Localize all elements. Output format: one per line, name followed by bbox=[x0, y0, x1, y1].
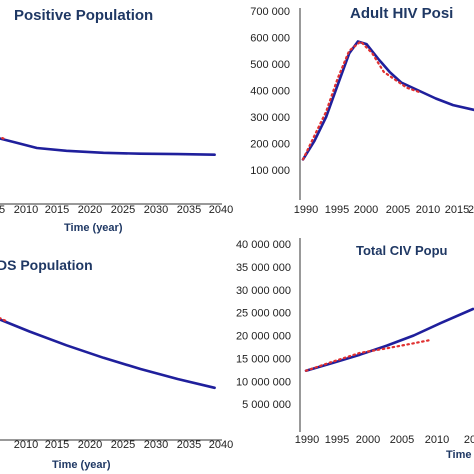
y-tick-label: 30 000 000 bbox=[236, 285, 291, 297]
y-tick-label: 300 000 bbox=[250, 112, 290, 124]
x-tick-label: 1995 bbox=[325, 434, 349, 446]
x-tick-label: 2005 bbox=[386, 204, 410, 216]
x-tick-label: 2000 bbox=[354, 204, 378, 216]
series-observed-line bbox=[301, 40, 420, 161]
series-model-line bbox=[301, 40, 474, 161]
x-tick-label: 2020 bbox=[78, 439, 102, 451]
chart-title: Positive Population bbox=[14, 7, 153, 24]
y-tick-label: 35 000 000 bbox=[236, 262, 291, 274]
y-tick-label: 500 000 bbox=[250, 59, 290, 71]
y-tick-label: 700 000 bbox=[250, 6, 290, 18]
series-observed-line bbox=[0, 317, 9, 323]
x-tick-label: 2015 bbox=[45, 204, 69, 216]
y-tick-label: 600 000 bbox=[250, 33, 290, 45]
x-axis-label: Time (year) bbox=[64, 222, 123, 234]
series-model-line bbox=[0, 318, 216, 390]
x-tick-label: 2025 bbox=[111, 439, 135, 451]
x-tick-label: 1995 bbox=[325, 204, 349, 216]
x-axis-label: Time (year) bbox=[52, 459, 111, 471]
x-tick-label: 2010 bbox=[14, 204, 38, 216]
chart-panel-4: Total CIV Popu 5 000 000 10 000 000 15 000 … bbox=[236, 238, 474, 461]
x-tick-label: 2015 bbox=[45, 439, 69, 451]
x-tick-label: 2040 bbox=[209, 439, 233, 451]
x-tick-label: 5 bbox=[0, 204, 5, 216]
x-tick-label: 2020 bbox=[78, 204, 102, 216]
y-tick-label: 15 000 000 bbox=[236, 353, 291, 365]
y-tick-label: 100 000 bbox=[250, 165, 290, 177]
y-tick-label: 200 000 bbox=[250, 139, 290, 151]
series-observed-line bbox=[304, 339, 431, 372]
x-tick-label: 2025 bbox=[111, 204, 135, 216]
x-tick-label: 2005 bbox=[390, 434, 414, 446]
x-tick-label: 2010 bbox=[14, 439, 38, 451]
chart-title: DS Population bbox=[0, 257, 93, 273]
x-tick-label: 2030 bbox=[144, 439, 168, 451]
x-tick-label: 2010 bbox=[416, 204, 440, 216]
x-tick-label: 2035 bbox=[177, 439, 201, 451]
x-axis-label: Time bbox=[446, 449, 471, 461]
chart-title: Adult HIV Posi bbox=[350, 5, 453, 22]
x-tick-label: 20 bbox=[468, 204, 474, 216]
x-tick-label: 2040 bbox=[209, 204, 233, 216]
x-tick-label: 1990 bbox=[295, 434, 319, 446]
x-tick-label: 1990 bbox=[294, 204, 318, 216]
x-tick-label: 20 bbox=[464, 434, 474, 446]
chart-panel-1: Positive Population 5 2010 2015 2020 2025 2030… bbox=[0, 7, 233, 234]
y-tick-label: 5 000 000 bbox=[242, 399, 291, 411]
series-model-line bbox=[304, 307, 474, 372]
y-tick-label: 20 000 000 bbox=[236, 331, 291, 343]
series-model-line bbox=[0, 137, 216, 156]
y-tick-label: 400 000 bbox=[250, 86, 290, 98]
x-tick-label: 2010 bbox=[425, 434, 449, 446]
y-tick-label: 25 000 000 bbox=[236, 308, 291, 320]
x-tick-label: 2035 bbox=[177, 204, 201, 216]
y-tick-label: 40 000 000 bbox=[236, 239, 291, 251]
x-tick-label: 2000 bbox=[356, 434, 380, 446]
chart-panel-3: DS Population 2010 2015 2020 2025 2030 2035 204… bbox=[0, 257, 233, 471]
chart-panel-2: Adult HIV Posi 100 000 200 000 300 000 400 0… bbox=[250, 5, 474, 216]
x-tick-label: 2015 bbox=[445, 204, 469, 216]
x-tick-label: 2030 bbox=[144, 204, 168, 216]
chart-title: Total CIV Popu bbox=[356, 243, 448, 258]
y-tick-label: 10 000 000 bbox=[236, 376, 291, 388]
